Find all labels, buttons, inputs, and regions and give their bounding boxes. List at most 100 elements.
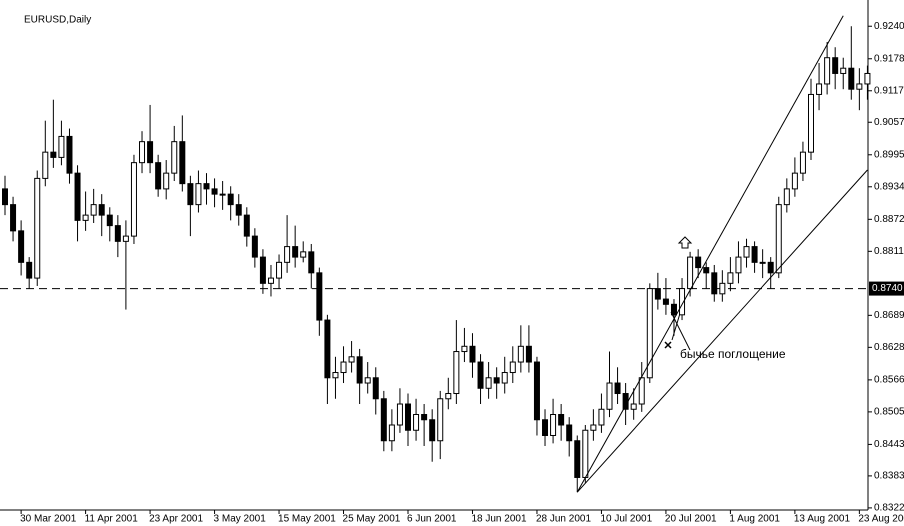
candle-body bbox=[703, 267, 710, 274]
candle-body bbox=[525, 345, 532, 363]
x-tick-label: 10 Jul 2001 bbox=[600, 514, 652, 525]
candle-body bbox=[582, 429, 589, 478]
y-tick-label: 0.9117 bbox=[874, 85, 904, 96]
candle-body bbox=[74, 172, 81, 221]
y-tick-label: 0.8934 bbox=[874, 181, 904, 192]
candle-body bbox=[445, 393, 452, 400]
candle-body bbox=[856, 83, 863, 90]
candle-body bbox=[598, 408, 605, 426]
candle-body bbox=[590, 424, 597, 431]
candle-body bbox=[791, 172, 798, 190]
candle-body bbox=[130, 162, 137, 237]
candle-body bbox=[58, 135, 65, 158]
candle-body bbox=[211, 188, 218, 195]
y-tick-label: 0.8628 bbox=[874, 342, 904, 353]
x-tick-label: 3 May 2001 bbox=[214, 514, 267, 525]
candle-body bbox=[550, 414, 557, 436]
candle-body bbox=[614, 382, 621, 395]
x-tick-label: 11 Apr 2001 bbox=[85, 514, 139, 525]
candle-body bbox=[308, 251, 315, 274]
candle-body bbox=[50, 151, 57, 158]
candle-body bbox=[840, 67, 847, 74]
candle-body bbox=[719, 282, 726, 295]
y-tick-label: 0.9057 bbox=[874, 117, 904, 128]
candle-body bbox=[251, 235, 258, 258]
candle-body bbox=[106, 214, 113, 227]
candle-body bbox=[542, 419, 549, 436]
x-tick-label: 23 Aug 2001 bbox=[858, 514, 904, 525]
y-tick-label: 0.9178 bbox=[874, 53, 904, 64]
candle-body bbox=[284, 246, 291, 263]
candle-body bbox=[163, 172, 170, 190]
candle-body bbox=[195, 183, 202, 206]
candle-body bbox=[292, 246, 299, 258]
arrow-marker bbox=[677, 236, 693, 249]
price-label-box bbox=[869, 281, 904, 296]
candle-body bbox=[687, 256, 694, 290]
y-tick-label: 0.8811 bbox=[874, 246, 904, 257]
x-tick-label: 20 Jul 2001 bbox=[665, 514, 717, 525]
candle-body bbox=[348, 356, 355, 363]
candle-body bbox=[267, 277, 274, 284]
candle-body bbox=[300, 251, 307, 258]
candle-body bbox=[364, 377, 371, 384]
candle-body bbox=[187, 183, 194, 206]
candle-body bbox=[711, 272, 718, 295]
y-tick-label: 0.8566 bbox=[874, 375, 904, 386]
candle-body bbox=[26, 261, 33, 279]
candle-body bbox=[493, 377, 500, 384]
candle-body bbox=[90, 204, 97, 216]
candle-body bbox=[501, 372, 508, 384]
candle-body bbox=[566, 424, 573, 442]
y-tick-label: 0.8443 bbox=[874, 439, 904, 450]
candle-body bbox=[670, 303, 677, 316]
candle-body bbox=[558, 414, 565, 426]
candle-body bbox=[421, 414, 428, 421]
candle-body bbox=[799, 151, 806, 174]
candle-body bbox=[469, 345, 476, 363]
candle-body bbox=[816, 83, 823, 95]
candle-body bbox=[767, 261, 774, 274]
candle-body bbox=[783, 188, 790, 206]
candle-body bbox=[679, 288, 686, 316]
candle-body bbox=[82, 214, 89, 221]
candle-body bbox=[654, 288, 661, 300]
price-label: 0.8740 bbox=[872, 283, 903, 294]
candle-body bbox=[179, 141, 186, 185]
x-tick-label: 28 Jun 2001 bbox=[536, 514, 591, 525]
candle-body bbox=[437, 398, 444, 442]
candle-body bbox=[662, 298, 669, 305]
candle-body bbox=[10, 204, 17, 232]
candle-body bbox=[477, 361, 484, 389]
candle-body bbox=[203, 183, 210, 190]
x-tick-label: 25 May 2001 bbox=[343, 514, 401, 525]
candle-body bbox=[413, 414, 420, 431]
candle-body bbox=[606, 382, 613, 410]
candle-body bbox=[574, 440, 581, 478]
candle-body bbox=[276, 261, 283, 279]
candle-body bbox=[356, 356, 363, 384]
candle-body bbox=[340, 361, 347, 374]
candle-body bbox=[114, 225, 121, 242]
x-tick-label: 1 Aug 2001 bbox=[729, 514, 780, 525]
candle-body bbox=[396, 403, 403, 426]
candle-body bbox=[864, 72, 871, 85]
candle-body bbox=[727, 272, 734, 284]
trendline bbox=[576, 15, 844, 493]
x-tick-label: 6 Jun 2001 bbox=[407, 514, 457, 525]
candle-body bbox=[646, 288, 653, 379]
candle-body bbox=[372, 377, 379, 400]
candle-body bbox=[388, 424, 395, 442]
candle-body bbox=[243, 214, 250, 237]
candle-body bbox=[259, 256, 266, 284]
candle-body bbox=[227, 193, 234, 206]
candle-body bbox=[743, 246, 750, 258]
candle-body bbox=[533, 361, 540, 421]
candle-body bbox=[517, 345, 524, 363]
candle-body bbox=[380, 398, 387, 442]
cross-marker bbox=[664, 341, 672, 349]
y-tick-label: 0.8322 bbox=[874, 503, 904, 514]
candle-body bbox=[808, 93, 814, 153]
